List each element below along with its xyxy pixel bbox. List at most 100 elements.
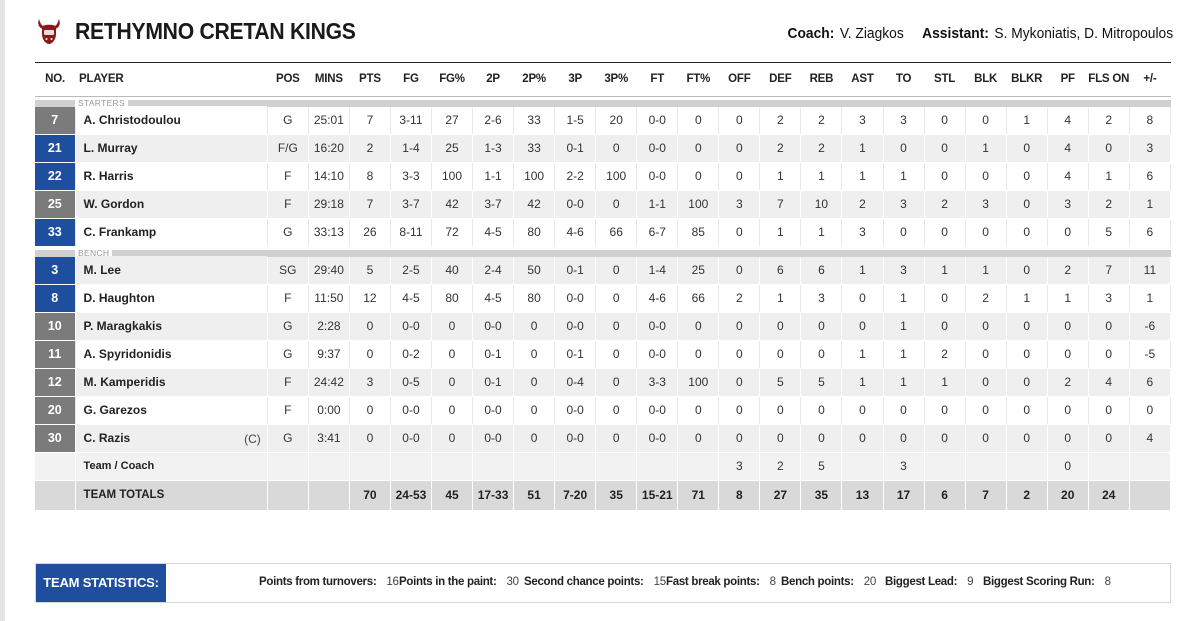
column-header[interactable]: 2P%	[513, 63, 555, 97]
stat-cell: 1	[883, 284, 925, 313]
column-header[interactable]: BLKR	[1006, 63, 1048, 97]
column-header[interactable]: +/-	[1129, 63, 1171, 97]
player-name[interactable]: D. Haughton	[75, 284, 268, 313]
stat-cell	[513, 452, 556, 481]
team-stat-label: Points in the paint:	[399, 576, 497, 588]
player-name-text[interactable]: M. Kamperidis	[83, 375, 166, 389]
player-name[interactable]: R. Harris	[75, 162, 268, 191]
column-header[interactable]: TO	[883, 63, 925, 97]
stat-cell: 0	[965, 340, 1007, 369]
stat-cell: 0-0	[636, 424, 679, 453]
column-header[interactable]: FG	[390, 63, 432, 97]
player-name[interactable]: M. Kamperidis	[75, 368, 268, 397]
column-header[interactable]: 2P	[472, 63, 514, 97]
player-name[interactable]: C. Frankamp	[75, 218, 268, 247]
stat-cell: 1-1	[636, 190, 679, 219]
stat-cell: 0-0	[390, 424, 432, 453]
stat-cell: 12	[349, 284, 391, 313]
player-name-text[interactable]: M. Lee	[83, 262, 121, 277]
player-name-text[interactable]: A. Spyridonidis	[83, 347, 172, 361]
player-row[interactable]: 22 R. Harris F 14:10 8 3-3 100 1-1 100 2-2 100 0-0 0…	[35, 162, 1172, 191]
player-name[interactable]: W. Gordon	[75, 190, 268, 219]
player-name[interactable]: A. Spyridonidis	[75, 340, 268, 369]
box-score: NO. PLAYER POS MINS PTS FG FG% 2P 2P% 3P 3P% FT FT% O…	[35, 62, 1172, 511]
stat-cell: 0	[800, 340, 843, 369]
player-name-text[interactable]: D. Haughton	[83, 291, 155, 305]
player-row[interactable]: 12 M. Kamperidis F 24:42 3 0-5 0 0-1 0 0-4 0 3-3 100…	[35, 368, 1172, 397]
player-row[interactable]: 10 P. Maragkakis G 2:28 0 0-0 0 0-0 0 0-0 0 0-0 0 0 0 0…	[35, 312, 1172, 341]
player-row[interactable]: 33 C. Frankamp G 33:13 26 8-11 72 4-5 80 4-6 66 6-7…	[35, 218, 1172, 247]
stat-cell: 0	[759, 312, 802, 341]
column-header[interactable]: 3P	[554, 63, 596, 97]
assistant-names: S. Mykoniatis, D. Mitropoulos	[994, 25, 1173, 42]
player-row[interactable]: 30 C. Razis (C) G 3:41 0 0-0 0 0-0 0 0-0 0 0-0 0 0 0 0 0 0…	[35, 424, 1172, 453]
column-header[interactable]: MINS	[308, 63, 350, 97]
column-header[interactable]: REB	[800, 63, 842, 97]
column-header[interactable]: FLS ON	[1088, 63, 1129, 97]
team-stat-item: Biggest Lead: 9	[885, 576, 974, 588]
stat-cell: 0	[718, 312, 761, 341]
stat-cell: 100	[431, 162, 474, 191]
stat-cell: 0	[1006, 312, 1048, 341]
player-name-text[interactable]: A. Christodoulou	[83, 112, 181, 127]
column-header[interactable]: POS	[267, 63, 309, 97]
stat-cell: 80	[513, 218, 556, 247]
column-header[interactable]: AST	[841, 63, 883, 97]
column-header[interactable]: DEF	[759, 63, 801, 97]
column-header[interactable]: OFF	[718, 63, 760, 97]
stat-cell: 1	[800, 218, 843, 247]
stat-cell: 0	[349, 340, 391, 369]
stat-cell: 3	[1129, 134, 1172, 163]
stat-cell: G	[267, 218, 309, 247]
stat-cell	[308, 480, 350, 511]
stat-cell: 0	[965, 106, 1007, 135]
stat-cell: 3	[841, 106, 884, 135]
stat-cell: 0	[349, 312, 391, 341]
stat-cell: 40	[431, 256, 474, 285]
column-header[interactable]: FT%	[677, 63, 719, 97]
player-name[interactable]: M. Lee	[75, 256, 268, 285]
column-header[interactable]: FG%	[431, 63, 473, 97]
stat-cell: 17	[883, 480, 925, 511]
player-name-text[interactable]: L. Murray	[83, 141, 138, 155]
player-name-text[interactable]: R. Harris	[83, 169, 134, 183]
stat-cell: 1	[883, 340, 925, 369]
stat-cell: 0	[1006, 424, 1048, 453]
column-header[interactable]: PF	[1047, 63, 1089, 97]
column-header[interactable]: PTS	[349, 63, 391, 97]
player-name-text[interactable]: G. Garezos	[83, 403, 147, 417]
column-header[interactable]: 3P%	[595, 63, 637, 97]
column-header[interactable]: FT	[636, 63, 678, 97]
stat-cell: 7	[1088, 256, 1130, 285]
team-stat-value: 15	[653, 576, 667, 588]
player-name[interactable]: L. Murray	[75, 134, 268, 163]
player-name-text[interactable]: P. Maragkakis	[83, 319, 163, 333]
stat-cell: 0	[595, 368, 638, 397]
column-header[interactable]: STL	[924, 63, 966, 97]
player-row[interactable]: 21 L. Murray F/G 16:20 2 1-4 25 1-3 33 0-1 0 0-0 0 0 2…	[35, 134, 1172, 163]
column-header[interactable]: BLK	[965, 63, 1007, 97]
player-name[interactable]: A. Christodoulou	[75, 106, 268, 135]
player-row[interactable]: 8 D. Haughton F 11:50 12 4-5 80 4-5 80 0-0 0 4-6 66 2…	[35, 284, 1172, 313]
stat-cell: 0	[924, 312, 966, 341]
team-stat-item: Points in the paint: 30	[399, 576, 519, 588]
stat-cell: 0	[883, 134, 925, 163]
stat-cell: 24	[1088, 480, 1130, 511]
player-name[interactable]: P. Maragkakis	[75, 312, 268, 341]
player-name-text[interactable]: C. Razis	[83, 431, 131, 445]
column-header[interactable]: PLAYER	[75, 63, 268, 97]
player-row[interactable]: 25 W. Gordon F 29:18 7 3-7 42 3-7 42 0-0 0 1-1 100 3 7…	[35, 190, 1172, 219]
column-header[interactable]: NO.	[35, 63, 76, 97]
player-row[interactable]: 7 A. Christodoulou G 25:01 7 3-11 27 2-6 33 1-5 20…	[35, 106, 1172, 135]
jersey-number: 10	[35, 312, 76, 341]
player-row[interactable]: 11 A. Spyridonidis G 9:37 0 0-2 0 0-1 0 0-1 0 0-0 0 0…	[35, 340, 1172, 369]
player-name[interactable]: C. Razis (C)	[75, 424, 268, 453]
player-row[interactable]: 3 M. Lee SG 29:40 5 2-5 40 2-4 50 0-1 0 1-4 25 0 6 6 1 3 1…	[35, 256, 1172, 285]
stat-cell: 0	[677, 106, 720, 135]
player-row[interactable]: 20 G. Garezos F 0:00 0 0-0 0 0-0 0 0-0 0 0-0 0 0 0 0 0 0 0…	[35, 396, 1172, 425]
stat-cell: 0-1	[554, 340, 597, 369]
player-name-text[interactable]: C. Frankamp	[83, 225, 157, 239]
player-name-text[interactable]: W. Gordon	[83, 197, 145, 211]
player-name[interactable]: G. Garezos	[75, 396, 268, 425]
stat-cell: 1	[883, 368, 925, 397]
